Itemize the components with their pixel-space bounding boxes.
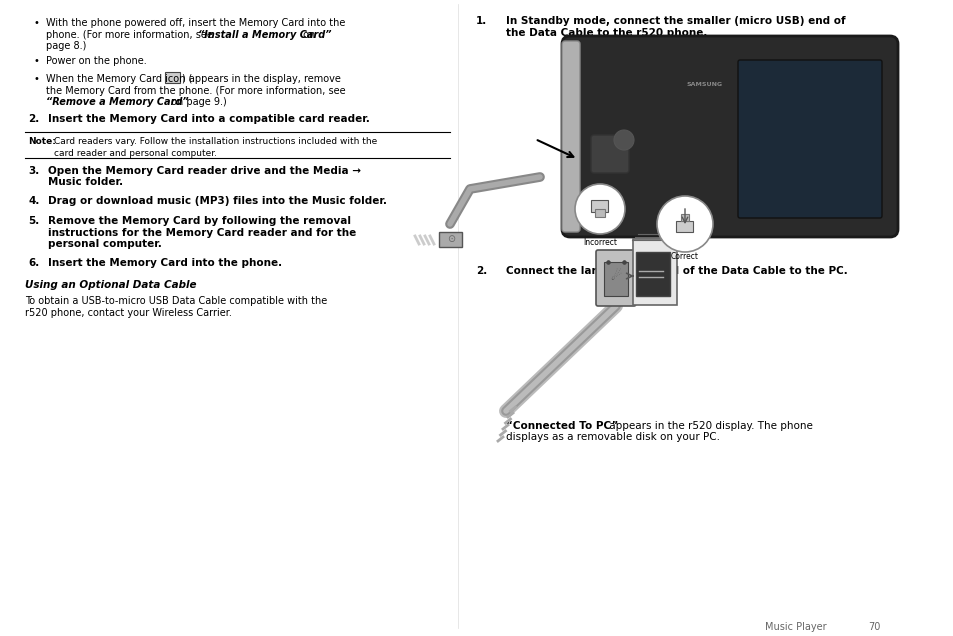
Text: displays as a removable disk on your PC.: displays as a removable disk on your PC. — [505, 432, 720, 443]
Text: 4.: 4. — [28, 197, 39, 207]
Text: Insert the Memory Card into the phone.: Insert the Memory Card into the phone. — [48, 258, 282, 268]
Text: instructions for the Memory Card reader and for the: instructions for the Memory Card reader … — [48, 228, 355, 237]
Text: Note:: Note: — [28, 137, 56, 146]
Text: •: • — [33, 18, 39, 28]
Text: “Install a Memory Card”: “Install a Memory Card” — [198, 29, 331, 39]
Text: “Remove a Memory Card”: “Remove a Memory Card” — [46, 97, 189, 107]
Text: on: on — [299, 29, 314, 39]
Text: appears in the r520 display. The phone: appears in the r520 display. The phone — [605, 421, 812, 431]
Circle shape — [657, 196, 712, 252]
Text: 70: 70 — [867, 622, 880, 632]
Text: 1.: 1. — [476, 16, 487, 26]
FancyBboxPatch shape — [603, 262, 627, 296]
Text: 2.: 2. — [28, 114, 39, 125]
Text: the Memory Card from the phone. (For more information, see: the Memory Card from the phone. (For mor… — [46, 85, 345, 95]
Text: Correct: Correct — [670, 252, 699, 261]
Text: In Standby mode, connect the smaller (micro USB) end of: In Standby mode, connect the smaller (mi… — [505, 16, 844, 26]
Text: card reader and personal computer.: card reader and personal computer. — [54, 148, 216, 158]
Text: page 8.): page 8.) — [46, 41, 87, 51]
FancyBboxPatch shape — [561, 41, 579, 232]
FancyBboxPatch shape — [676, 221, 693, 232]
Text: Power on the phone.: Power on the phone. — [46, 57, 147, 67]
Text: •: • — [33, 74, 39, 84]
Text: To obtain a USB-to-micro USB Data Cable compatible with the: To obtain a USB-to-micro USB Data Cable … — [25, 296, 327, 307]
FancyBboxPatch shape — [680, 214, 688, 221]
Text: ⊙: ⊙ — [446, 234, 455, 244]
Text: When the Memory Card icon (: When the Memory Card icon ( — [46, 74, 193, 84]
Text: personal computer.: personal computer. — [48, 239, 162, 249]
FancyBboxPatch shape — [596, 250, 636, 306]
Text: phone. (For more information, see: phone. (For more information, see — [46, 29, 215, 39]
Circle shape — [575, 184, 624, 234]
FancyBboxPatch shape — [591, 200, 608, 212]
Circle shape — [614, 130, 634, 150]
Text: 2.: 2. — [476, 266, 487, 276]
Text: Insert the Memory Card into a compatible card reader.: Insert the Memory Card into a compatible… — [48, 114, 370, 125]
FancyBboxPatch shape — [590, 135, 628, 173]
Text: 5.: 5. — [28, 216, 39, 226]
Text: Using an Optional Data Cable: Using an Optional Data Cable — [25, 280, 196, 290]
Text: “Connected To PC”: “Connected To PC” — [505, 421, 618, 431]
Text: Remove the Memory Card by following the removal: Remove the Memory Card by following the … — [48, 216, 351, 226]
Text: Card readers vary. Follow the installation instructions included with the: Card readers vary. Follow the installati… — [54, 137, 376, 146]
Text: the Data Cable to the r520 phone.: the Data Cable to the r520 phone. — [505, 27, 706, 38]
FancyBboxPatch shape — [595, 209, 604, 217]
FancyBboxPatch shape — [561, 36, 897, 237]
Text: ☄: ☄ — [610, 270, 621, 282]
Text: Music folder.: Music folder. — [48, 177, 123, 187]
Text: 6.: 6. — [28, 258, 39, 268]
Text: Music Player: Music Player — [764, 622, 825, 632]
Text: Drag or download music (MP3) files into the Music folder.: Drag or download music (MP3) files into … — [48, 197, 387, 207]
Text: on page 9.): on page 9.) — [168, 97, 227, 107]
Text: 3.: 3. — [28, 165, 39, 176]
Text: SAMSUNG: SAMSUNG — [686, 82, 722, 87]
Text: ) appears in the display, remove: ) appears in the display, remove — [182, 74, 340, 84]
Text: Open the Memory Card reader drive and the Media →: Open the Memory Card reader drive and th… — [48, 165, 360, 176]
Text: •: • — [33, 57, 39, 67]
FancyBboxPatch shape — [633, 239, 677, 305]
FancyBboxPatch shape — [636, 252, 669, 296]
Text: r520 phone, contact your Wireless Carrier.: r520 phone, contact your Wireless Carrie… — [25, 308, 232, 318]
Text: Incorrect: Incorrect — [582, 238, 617, 247]
FancyBboxPatch shape — [439, 232, 462, 247]
Text: With the phone powered off, insert the Memory Card into the: With the phone powered off, insert the M… — [46, 18, 345, 28]
Text: Connect the larger (USB) end of the Data Cable to the PC.: Connect the larger (USB) end of the Data… — [505, 266, 847, 276]
FancyBboxPatch shape — [165, 71, 180, 83]
FancyBboxPatch shape — [738, 60, 882, 218]
